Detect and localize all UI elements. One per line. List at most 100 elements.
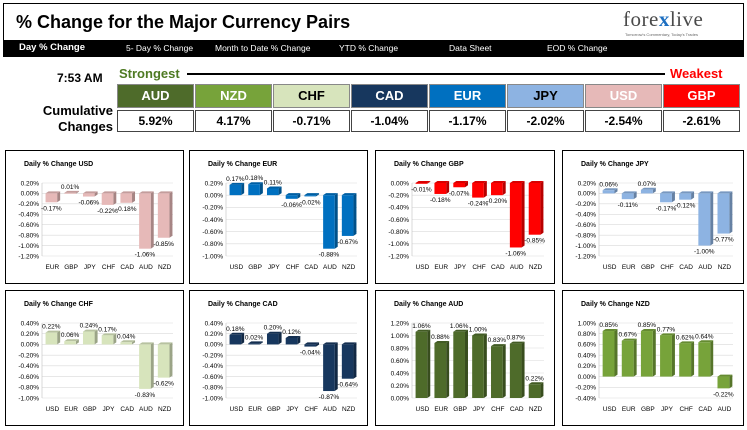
y-tick-label: -0.80% bbox=[388, 229, 409, 236]
bar-nzd bbox=[157, 191, 173, 238]
data-label: 0.88% bbox=[431, 334, 450, 341]
currency-cumulative-value: -0.71% bbox=[273, 110, 350, 132]
y-tick-label: 0.60% bbox=[391, 358, 410, 365]
bar-usd bbox=[602, 329, 618, 377]
currency-cell-gbp: GBP -2.61% bbox=[663, 84, 740, 132]
y-tick-label: -0.40% bbox=[202, 217, 223, 224]
bar-nzd bbox=[528, 181, 544, 235]
data-label: -0.67% bbox=[337, 239, 358, 246]
y-tick-label: -0.80% bbox=[202, 241, 223, 248]
bar-nzd bbox=[157, 342, 173, 378]
bar-jpy bbox=[660, 333, 675, 377]
x-tick-label: EUR bbox=[64, 406, 78, 413]
y-tick-label: -0.80% bbox=[18, 385, 39, 392]
x-tick-label: JPY bbox=[287, 406, 300, 413]
bar-gbp bbox=[640, 187, 656, 194]
x-tick-label: AUD bbox=[323, 264, 337, 271]
tab-eod-change[interactable]: EOD % Change bbox=[547, 43, 608, 53]
chart-svg-gbp: Daily % Change GBP 0.00% -0.20% -0.40% -0.60… bbox=[388, 161, 545, 271]
y-tick-label: 0.20% bbox=[391, 383, 410, 390]
chart-svg-usd: Daily % Change USD 0.20% 0.00% -0.20% -0.40%… bbox=[18, 161, 174, 271]
data-label: 1.06% bbox=[450, 323, 469, 330]
data-label: -0.11% bbox=[618, 202, 638, 209]
bar-eur bbox=[248, 341, 263, 345]
bar-aud bbox=[698, 191, 714, 246]
data-label: -0.22% bbox=[713, 391, 734, 398]
y-tick-label: -0.40% bbox=[388, 205, 409, 212]
y-tick-label: 0.20% bbox=[21, 180, 40, 187]
x-tick-label: JPY bbox=[454, 264, 467, 271]
y-tick-label: -0.20% bbox=[575, 385, 596, 392]
y-tick-label: -0.80% bbox=[18, 232, 39, 239]
weakest-label: Weakest bbox=[670, 66, 723, 81]
bar-aud bbox=[139, 342, 154, 389]
bar-aud bbox=[139, 191, 154, 249]
x-tick-label: NZD bbox=[718, 264, 732, 271]
bar-usd bbox=[229, 182, 245, 196]
chart-title: Daily % Change JPY bbox=[581, 161, 649, 168]
bar-cad bbox=[509, 341, 525, 398]
data-label: -0.77% bbox=[713, 237, 734, 244]
x-tick-label: NZD bbox=[158, 264, 172, 271]
currency-cell-usd: USD -2.54% bbox=[585, 84, 662, 132]
chart-svg-aud: Daily % Change AUD 1.20% 1.00% 0.80% 0.60% 0.… bbox=[391, 301, 544, 413]
currency-code-cad: CAD bbox=[351, 84, 428, 108]
data-label: -0.17% bbox=[656, 205, 677, 212]
x-tick-label: USD bbox=[416, 264, 430, 271]
tab-day-change[interactable]: Day % Change bbox=[19, 42, 85, 53]
y-tick-label: -0.40% bbox=[18, 212, 39, 219]
x-tick-label: USD bbox=[229, 264, 243, 271]
x-tick-label: EUR bbox=[622, 264, 636, 271]
currency-cumulative-value: -2.02% bbox=[507, 110, 584, 132]
currency-cumulative-value: 5.92% bbox=[117, 110, 194, 132]
x-tick-label: USD bbox=[416, 406, 430, 413]
tab-month-to-date-change[interactable]: Month to Date % Change bbox=[215, 43, 311, 53]
y-tick-label: -1.00% bbox=[18, 395, 39, 402]
x-tick-label: GBP bbox=[641, 264, 655, 271]
x-tick-label: USD bbox=[603, 264, 617, 271]
x-tick-label: EUR bbox=[622, 406, 636, 413]
data-label: 0.06% bbox=[599, 181, 618, 188]
x-tick-label: JPY bbox=[84, 264, 97, 271]
x-tick-label: CAD bbox=[120, 406, 134, 413]
data-label: 0.04% bbox=[117, 333, 136, 340]
y-tick-label: -0.60% bbox=[18, 374, 39, 381]
x-tick-label: AUD bbox=[718, 406, 732, 413]
y-tick-label: 0.40% bbox=[21, 320, 40, 327]
currency-cell-aud: AUD 5.92% bbox=[117, 84, 194, 132]
y-tick-label: -0.60% bbox=[18, 222, 39, 229]
data-label: -0.24% bbox=[468, 201, 489, 208]
y-tick-label: 0.80% bbox=[578, 331, 597, 338]
bar-gbp bbox=[266, 331, 282, 345]
data-label: -0.87% bbox=[319, 394, 340, 401]
data-label: 0.64% bbox=[695, 333, 714, 340]
data-label: -0.83% bbox=[135, 392, 156, 399]
data-label: 0.18% bbox=[245, 175, 264, 182]
bar-usd bbox=[602, 188, 618, 194]
y-tick-label: 0.60% bbox=[578, 342, 597, 349]
bar-cad bbox=[679, 191, 695, 200]
data-label: 0.17% bbox=[226, 176, 245, 183]
y-tick-label: -1.00% bbox=[575, 243, 596, 250]
y-tick-label: 0.20% bbox=[205, 180, 224, 187]
data-label: -0.12% bbox=[675, 203, 696, 210]
y-tick-label: -0.20% bbox=[202, 352, 223, 359]
y-tick-label: -0.20% bbox=[18, 352, 39, 359]
data-label: 0.18% bbox=[226, 326, 245, 333]
tab-5-day-change[interactable]: 5- Day % Change bbox=[126, 43, 194, 53]
x-tick-label: CHF bbox=[286, 264, 299, 271]
data-label: 0.22% bbox=[525, 375, 544, 382]
x-tick-label: CHF bbox=[102, 264, 115, 271]
bar-usd bbox=[45, 330, 61, 345]
y-tick-label: -0.20% bbox=[575, 201, 596, 208]
data-label: 0.20% bbox=[264, 325, 283, 332]
tab-data-sheet[interactable]: Data Sheet bbox=[449, 43, 492, 53]
data-label: -0.06% bbox=[78, 200, 99, 207]
bar-jpy bbox=[453, 181, 468, 188]
bar-gbp bbox=[453, 329, 468, 398]
title-bar: % Change for the Major Currency Pairs fo… bbox=[3, 3, 744, 41]
y-tick-label: 0.20% bbox=[21, 331, 40, 338]
y-tick-label: 0.00% bbox=[391, 395, 410, 402]
y-tick-label: -0.40% bbox=[575, 395, 596, 402]
tab-ytd-change[interactable]: YTD % Change bbox=[339, 43, 399, 53]
